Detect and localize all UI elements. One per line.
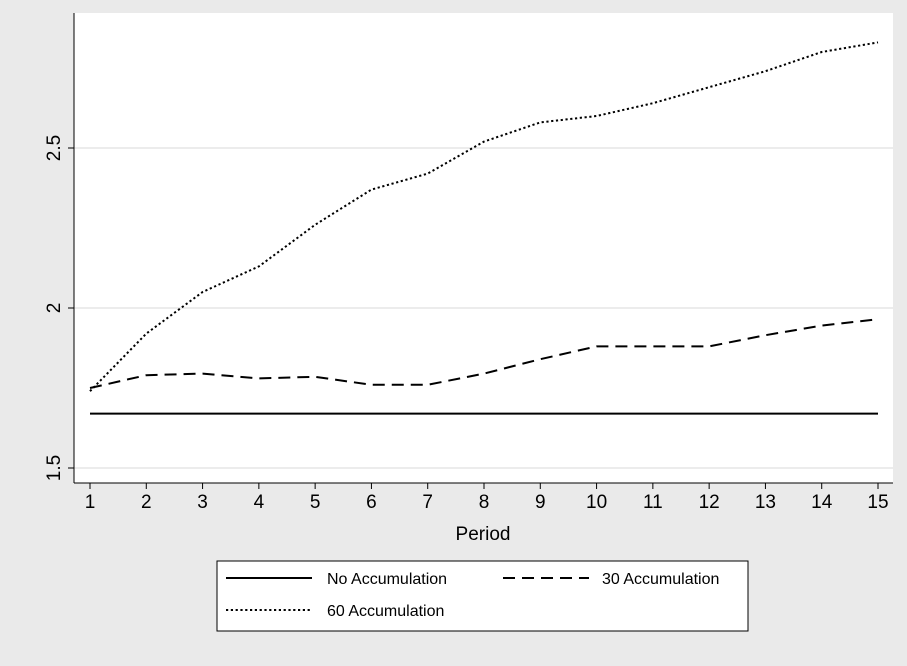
x-tick-label: 13 — [755, 492, 776, 513]
x-tick-label: 15 — [867, 492, 888, 513]
plot-area — [74, 13, 893, 483]
x-tick-label: 12 — [699, 492, 720, 513]
y-tick-label: 1.5 — [44, 455, 65, 481]
x-tick-label: 1 — [85, 492, 96, 513]
x-tick-label: 3 — [197, 492, 208, 513]
x-tick-label: 9 — [535, 492, 546, 513]
plot-background — [74, 13, 893, 483]
legend-label: 60 Accumulation — [327, 603, 444, 620]
x-axis-label: Period — [456, 524, 511, 545]
x-tick-label: 8 — [479, 492, 490, 513]
legend-label: No Accumulation — [327, 571, 447, 588]
y-tick-label: 2 — [44, 303, 65, 314]
x-tick-label: 11 — [643, 492, 663, 513]
x-tick-label: 10 — [586, 492, 607, 513]
x-tick-label: 4 — [254, 492, 265, 513]
x-tick-label: 7 — [422, 492, 433, 513]
legend: No Accumulation 30 Accumulation 60 Accumul… — [217, 561, 748, 631]
x-tick-label: 14 — [811, 492, 833, 513]
x-tick-label: 5 — [310, 492, 321, 513]
x-tick-label: 6 — [366, 492, 377, 513]
x-tick-label: 2 — [141, 492, 152, 513]
y-tick-labels: 1.5 2 2.5 — [44, 135, 74, 481]
legend-label: 30 Accumulation — [602, 571, 719, 588]
y-tick-label: 2.5 — [44, 135, 65, 161]
